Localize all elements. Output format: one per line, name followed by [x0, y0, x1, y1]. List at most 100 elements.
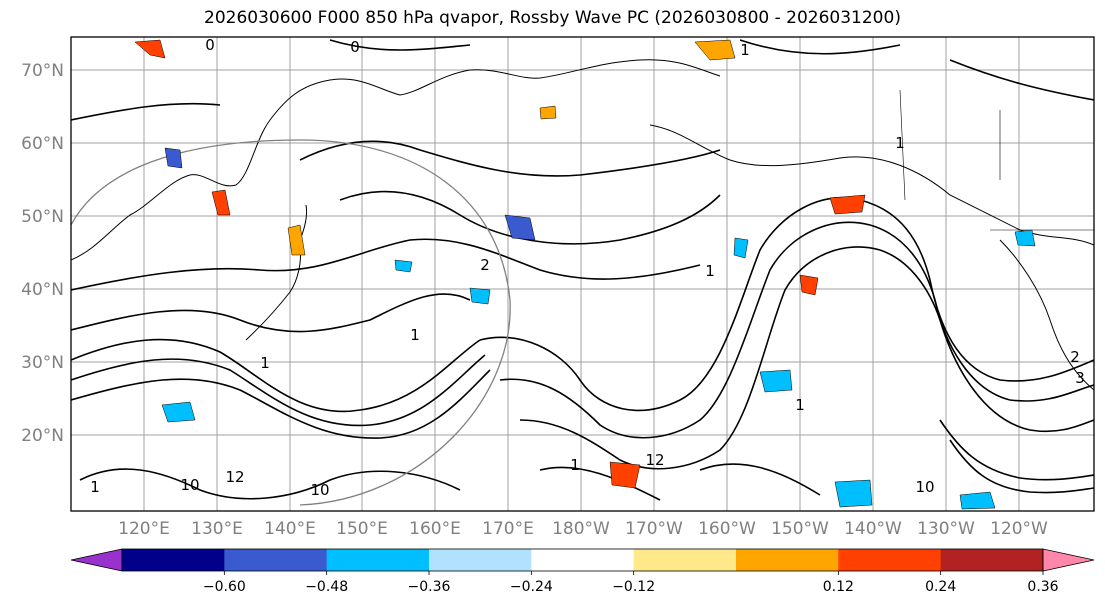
lat-label: 70°N: [21, 61, 64, 81]
colorbar-segment: [224, 549, 328, 571]
contour-line: [79, 468, 461, 500]
colorbar-segment: [531, 549, 635, 571]
colorbar-tick-label: −0.36: [408, 579, 451, 595]
contour-line: [71, 338, 481, 413]
colorbar-tick-label: −0.12: [612, 579, 655, 595]
contour-label: 10: [310, 481, 329, 499]
map-frame: [70, 36, 1095, 512]
anomaly-blob: [733, 237, 749, 259]
lon-label: 150°E: [336, 519, 388, 539]
lon-label: 140°E: [264, 519, 316, 539]
contour-line: [299, 140, 721, 177]
coastline-north-america: [999, 239, 1094, 391]
anomaly-blob: [287, 224, 306, 256]
contour-label: 12: [645, 451, 664, 469]
anomaly-blob: [164, 147, 183, 169]
anomaly-blob: [211, 189, 231, 216]
anomaly-blob: [759, 369, 793, 393]
lon-label: 120°E: [118, 519, 170, 539]
colorbar-segment: [838, 549, 942, 571]
lon-label: 160°W: [698, 519, 756, 539]
anomaly-blob: [1014, 229, 1036, 247]
lat-label: 20°N: [21, 426, 64, 446]
lat-label: 50°N: [21, 207, 64, 227]
contour-label: 1: [570, 456, 580, 474]
anomaly-blob: [829, 194, 866, 215]
anomaly-blob: [394, 259, 413, 273]
colorbar: −0.60−0.48−0.36−0.24−0.120.120.240.360.4…: [70, 548, 1095, 595]
lat-label: 60°N: [21, 134, 64, 154]
lon-label: 170°W: [625, 519, 683, 539]
coastline-asia: [71, 59, 721, 261]
contour-label: 3: [1075, 369, 1085, 387]
anomaly-blob: [959, 491, 996, 510]
contour-label: 1: [705, 262, 715, 280]
contour-label: 1: [90, 478, 100, 496]
anomaly-blob: [609, 461, 641, 489]
anomaly-blob: [161, 401, 196, 423]
colorbar-segment: [429, 549, 532, 571]
colorbar-tick-label: −0.24: [510, 579, 553, 595]
anomaly-blob: [134, 39, 166, 59]
lon-label: 130°E: [191, 519, 243, 539]
lon-label: 140°W: [844, 519, 902, 539]
contour-line: [939, 419, 1094, 481]
anomaly-blob: [694, 39, 736, 61]
colorbar-tick-label: 0.24: [925, 579, 956, 595]
border-canada: [899, 89, 1094, 231]
lat-label: 30°N: [21, 353, 64, 373]
lon-label: 160°E: [409, 519, 461, 539]
contour-label: 1: [895, 134, 905, 152]
lon-label: 180°W: [552, 519, 610, 539]
contour-label: 0: [350, 38, 360, 56]
colorbar-tick-label: 0.36: [1027, 579, 1058, 595]
lon-label: 130°W: [917, 519, 975, 539]
anomaly-blob: [504, 214, 536, 241]
contour-label: 2: [480, 256, 490, 274]
lon-label: 150°W: [771, 519, 829, 539]
contour-line: [879, 249, 1094, 433]
contour-label: 1: [410, 326, 420, 344]
contour-line: [519, 246, 881, 470]
anomaly-blob: [469, 287, 491, 305]
contour-line: [71, 293, 471, 333]
colorbar-segment: [122, 549, 225, 571]
lat-label: 40°N: [21, 280, 64, 300]
anomaly-blob: [539, 105, 557, 120]
colorbar-segment: [940, 549, 1044, 571]
contour-label: 0: [205, 36, 215, 54]
grey-circle: [71, 139, 511, 506]
contour-line: [859, 199, 1094, 382]
contour-line: [869, 224, 1094, 402]
contour-line: [949, 439, 1094, 494]
contour-line: [71, 369, 491, 439]
anomaly-blob: [799, 274, 819, 296]
colorbar-tick-label: −0.48: [305, 579, 348, 595]
graticule: [71, 37, 1094, 511]
contour-line: [71, 354, 486, 427]
contour-label: 10: [180, 476, 199, 494]
colorbar-extend-high: [1042, 548, 1095, 572]
contour-label: 12: [225, 468, 244, 486]
contour-label: 2: [1070, 348, 1080, 366]
contour-line: [339, 190, 721, 245]
contour-label: 1: [740, 41, 750, 59]
contour-label: 1: [260, 354, 270, 372]
colorbar-segment: [326, 549, 430, 571]
colorbar-segment: [736, 549, 839, 571]
contour-line: [71, 238, 701, 291]
contour-label: 1: [795, 396, 805, 414]
qvapor-contours: [71, 39, 1094, 506]
colorbar-tick-label: −0.60: [203, 579, 246, 595]
colorbar-extend-low: [70, 548, 123, 572]
contour-line: [539, 463, 821, 501]
colorbar-tick-label: 0.12: [823, 579, 854, 595]
contour-line: [71, 39, 1094, 121]
anomaly-blob: [834, 479, 873, 508]
map-title: 2026030600 F000 850 hPa qvapor, Rossby W…: [204, 8, 901, 28]
colorbar-frame: [121, 548, 1044, 572]
contour-line: [499, 221, 871, 439]
